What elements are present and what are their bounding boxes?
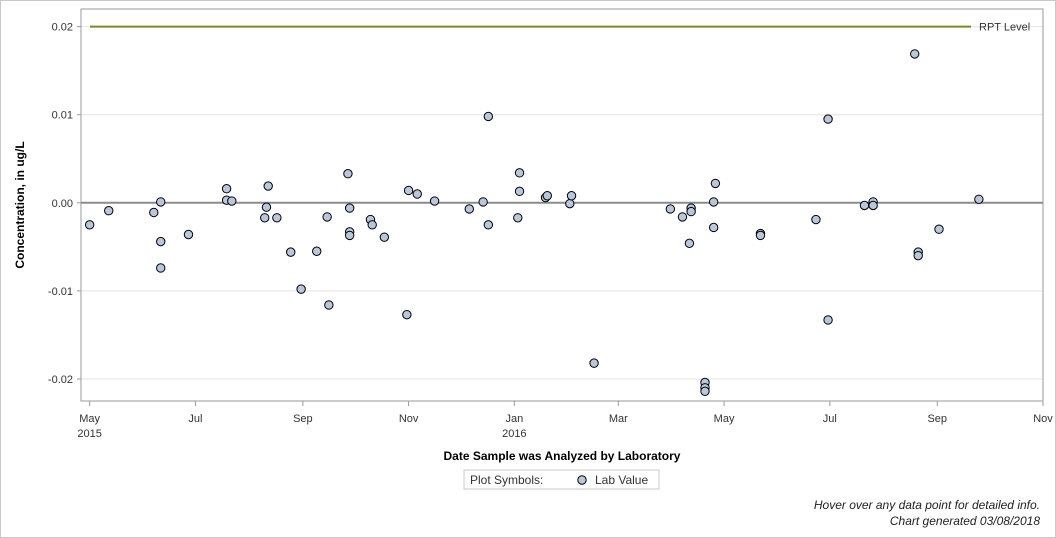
data-point[interactable]	[464, 204, 474, 214]
data-point[interactable]	[260, 213, 270, 223]
data-point[interactable]	[483, 111, 494, 122]
x-tick-label: May	[714, 413, 735, 425]
data-point[interactable]	[708, 222, 719, 233]
data-point[interactable]	[868, 200, 878, 211]
x-tick-label: Jul	[188, 413, 202, 425]
data-points	[84, 49, 984, 397]
data-point[interactable]	[324, 300, 334, 310]
generated-date: Chart generated 03/08/2018	[890, 514, 1040, 528]
data-point[interactable]	[429, 196, 440, 206]
x-tick-label: Nov	[399, 413, 419, 425]
data-point[interactable]	[367, 220, 377, 230]
y-tick-label: 0.01	[52, 110, 73, 122]
legend-heading: Plot Symbols:	[470, 473, 543, 487]
x-tick-label: Jan	[505, 413, 523, 425]
data-point[interactable]	[312, 246, 322, 256]
legend-entry: Lab Value	[595, 473, 648, 487]
data-point[interactable]	[286, 247, 296, 257]
data-point[interactable]	[589, 358, 599, 368]
data-point[interactable]	[344, 230, 355, 241]
data-point[interactable]	[478, 197, 488, 207]
legend: Plot Symbols: Lab Value	[463, 469, 660, 490]
data-point[interactable]	[684, 238, 695, 249]
data-point[interactable]	[344, 203, 355, 213]
x-tick-year-label: 2016	[502, 428, 526, 440]
data-point[interactable]	[149, 207, 159, 218]
data-point[interactable]	[227, 196, 237, 206]
data-point[interactable]	[513, 213, 523, 223]
reference-line-label: RPT Level	[979, 22, 1030, 34]
y-tick-label: 0.02	[52, 22, 73, 34]
legend-marker	[577, 475, 587, 485]
data-point[interactable]	[221, 184, 232, 194]
data-point[interactable]	[686, 206, 696, 217]
data-point[interactable]	[514, 168, 525, 178]
x-tick-label: Sep	[293, 413, 313, 425]
data-point[interactable]	[483, 220, 494, 230]
data-point[interactable]	[934, 224, 944, 234]
data-point[interactable]	[677, 212, 688, 222]
data-point[interactable]	[412, 189, 422, 199]
data-point[interactable]	[913, 250, 923, 261]
y-axis-label: Concentration, in ug/L	[13, 141, 27, 268]
data-point[interactable]	[542, 191, 552, 201]
hover-note: Hover over any data point for detailed i…	[814, 498, 1040, 512]
data-point[interactable]	[566, 191, 577, 201]
data-point[interactable]	[402, 309, 412, 320]
data-point[interactable]	[322, 212, 332, 222]
data-point[interactable]	[823, 315, 833, 325]
data-point[interactable]	[700, 386, 710, 397]
data-point[interactable]	[156, 197, 166, 207]
data-point[interactable]	[514, 186, 525, 197]
data-point[interactable]	[565, 198, 575, 209]
data-point[interactable]	[296, 284, 306, 294]
data-point[interactable]	[379, 232, 390, 242]
y-tick-label: -0.02	[48, 374, 73, 386]
data-point[interactable]	[708, 197, 719, 207]
data-point[interactable]	[755, 230, 766, 241]
data-point[interactable]	[811, 214, 821, 225]
data-point[interactable]	[710, 178, 721, 189]
data-point[interactable]	[859, 200, 870, 211]
x-tick-label: Jul	[823, 413, 837, 425]
x-axis: May 2015 Jul Sep Nov Jan 2016 Mar May Jul Sep Nov	[77, 401, 1053, 440]
data-point[interactable]	[263, 181, 273, 191]
legend-box	[463, 469, 660, 490]
data-point[interactable]	[910, 49, 920, 59]
x-tick-year-label: 2015	[77, 428, 101, 440]
data-point[interactable]	[183, 229, 194, 240]
x-tick-label: May	[79, 413, 100, 425]
y-axis: 0.02 0.01 0.00 -0.01 -0.02	[48, 22, 81, 386]
data-point[interactable]	[261, 202, 272, 212]
x-axis-label: Date Sample was Analyzed by Laboratory	[444, 449, 681, 463]
x-tick-label: Sep	[927, 413, 947, 425]
data-point[interactable]	[403, 185, 414, 196]
y-tick-label: 0.00	[52, 198, 73, 210]
plot-area	[80, 8, 1044, 402]
x-tick-label: Nov	[1033, 413, 1053, 425]
data-point[interactable]	[974, 194, 984, 204]
data-point[interactable]	[823, 114, 833, 124]
data-point[interactable]	[272, 213, 282, 223]
x-tick-label: Mar	[609, 413, 628, 425]
data-point[interactable]	[665, 204, 676, 214]
data-point[interactable]	[156, 236, 166, 247]
data-point[interactable]	[84, 220, 95, 230]
data-point[interactable]	[104, 206, 114, 216]
y-tick-label: -0.01	[48, 286, 73, 298]
data-point[interactable]	[343, 169, 353, 179]
data-point[interactable]	[156, 263, 166, 273]
